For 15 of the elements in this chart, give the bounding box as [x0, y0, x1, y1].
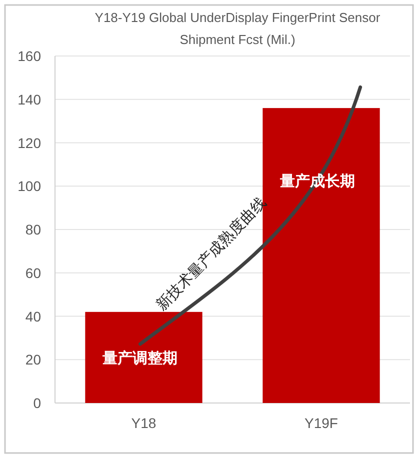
ytick: 60 — [25, 264, 41, 281]
annotation: 新技术量产成熟度曲线 — [153, 194, 270, 314]
xtick: Y18 — [131, 415, 156, 431]
ytick: 40 — [25, 308, 41, 324]
ytick: 20 — [25, 352, 41, 368]
ytick: 160 — [18, 48, 41, 64]
title: Y18-Y19 Global UnderDisplay FingerPrint Sensor Shipment Fcst (Mil.) — [94, 10, 380, 47]
annotation: 量产成长期 — [280, 172, 356, 190]
xtick: Y19F — [304, 415, 338, 431]
ytick: 0 — [33, 395, 41, 411]
ytick: 100 — [18, 178, 41, 194]
ytick: 80 — [25, 222, 41, 238]
ytick: 140 — [18, 91, 41, 108]
ytick: 120 — [18, 134, 41, 151]
annotation: 量产调整期 — [102, 350, 178, 367]
